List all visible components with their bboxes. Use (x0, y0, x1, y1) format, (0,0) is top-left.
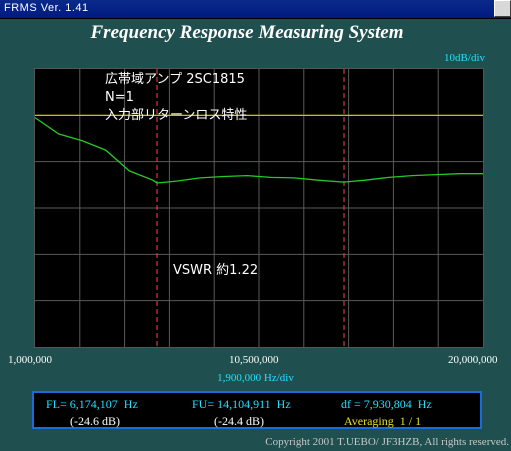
response-chart (35, 69, 483, 347)
x-per-div-label: 1,900,000 Hz/div (217, 372, 294, 384)
annotation-vswr: VSWR 約1.22 (173, 263, 259, 278)
fl-db-readout: (-24.6 dB) (70, 414, 120, 428)
readout-panel: FL= 6,174,107 Hz (-24.6 dB) FU= 14,104,9… (32, 391, 482, 429)
window-close-button[interactable] (494, 0, 511, 17)
app-title: Frequency Response Measuring System (90, 22, 404, 43)
window-titlebar: FRMS Ver. 1.41 (0, 0, 511, 19)
fl-readout: FL= 6,174,107 Hz (46, 397, 138, 411)
averaging-readout: Averaging 1 / 1 (344, 414, 422, 428)
x-mid-label: 10,500,000 (229, 354, 279, 366)
return-loss-trace (35, 117, 483, 184)
window-title: FRMS Ver. 1.41 (4, 2, 89, 14)
y-scale-label: 10dB/div (444, 52, 485, 64)
x-min-label: 1,000,000 (8, 354, 52, 366)
x-max-label: 20,000,000 (448, 354, 498, 366)
annotation-amp: 広帯域アンプ 2SC1815 (105, 72, 245, 87)
plot-area[interactable]: 広帯域アンプ 2SC1815 N=1 入力部リターンロス特性 VSWR 約1.2… (34, 68, 484, 348)
df-readout: df = 7,930,804 Hz (341, 397, 432, 411)
annotation-return-loss: 入力部リターンロス特性 (105, 108, 248, 123)
fu-db-readout: (-24.4 dB) (214, 414, 264, 428)
fu-readout: FU= 14,104,911 Hz (192, 397, 291, 411)
annotation-n: N=1 (105, 90, 134, 105)
copyright-text: Copyright 2001 T.UEBO/ JF3HZB, All right… (265, 436, 509, 448)
